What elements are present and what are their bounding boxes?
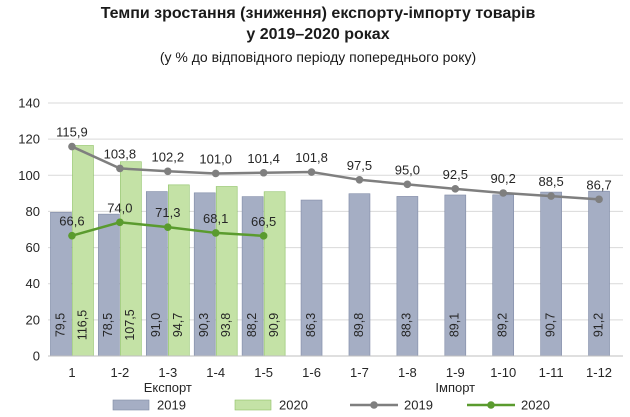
- line-2020-label: 66,6: [59, 214, 84, 229]
- line-2019-label: 103,8: [104, 146, 137, 161]
- line-2019-point: [211, 169, 220, 178]
- line-2019-label: 101,8: [295, 150, 328, 165]
- plot-area: 0 20 40 60 80 100 120 140 79,5 116,5 78,5 107,5 91,0…: [18, 96, 623, 395]
- bar-2019-label: 91,2: [591, 313, 605, 337]
- x-group-label: Експорт: [144, 380, 192, 395]
- x-tick-label: 1-3: [158, 365, 177, 380]
- line-2019-label: 101,0: [199, 151, 232, 166]
- bar-2019-label: 89,1: [448, 313, 462, 337]
- legend-swatch-bar: [112, 399, 150, 411]
- legend-item: 2019: [112, 398, 186, 413]
- line-2019-point: [355, 176, 364, 184]
- x-tick-label: 1-12: [586, 365, 612, 380]
- line-2019-label: 101,4: [247, 151, 280, 166]
- bar-2019-label: 90,7: [543, 313, 557, 337]
- bar-2019-label: 89,8: [352, 313, 366, 337]
- line-2019-point: [163, 167, 172, 176]
- x-group-label: Імпорт: [435, 380, 475, 395]
- line-2019-label: 90,2: [491, 171, 516, 186]
- y-tick-label: 100: [18, 168, 40, 183]
- line-2019-point: [595, 195, 603, 204]
- line-2019-point: [116, 164, 124, 173]
- chart-subtitle: (у % до відповідного періоду попередньог…: [160, 49, 476, 65]
- bar-2019-label: 78,5: [101, 313, 115, 337]
- x-tick-label: 1-8: [398, 365, 417, 380]
- legend-label: 2019: [157, 398, 186, 413]
- y-tick-label: 40: [26, 276, 40, 291]
- chart-title-line2: у 2019–2020 роках: [246, 26, 389, 43]
- y-tick-label: 140: [18, 96, 40, 111]
- line-2019-point: [547, 192, 555, 200]
- x-tick-label: 1-9: [446, 365, 465, 380]
- line-2020-point: [68, 231, 76, 240]
- bar-2019-label: 79,5: [53, 313, 67, 337]
- x-tick-label: 1-2: [110, 365, 129, 380]
- line-2020-label: 74,0: [107, 200, 132, 215]
- bar-2019-label: 86,3: [304, 313, 318, 337]
- line-2019-label: 95,0: [395, 162, 420, 177]
- line-2019-label: 88,5: [538, 174, 563, 189]
- line-2019-point: [68, 142, 76, 151]
- bar-2020-label: 90,9: [267, 313, 281, 337]
- line-2020-point: [259, 232, 268, 240]
- x-tick-label: 1-11: [539, 365, 564, 380]
- line-2019-line: [71, 145, 600, 201]
- legend-item: 2019: [350, 398, 433, 413]
- x-tick-label: 1-10: [490, 365, 516, 380]
- line-2019-point: [499, 189, 508, 197]
- line-2019-point: [451, 185, 460, 193]
- chart-title: Темпи зростання (зниження) експорту-імпо…: [101, 5, 536, 22]
- line-2020-label: 68,1: [203, 211, 228, 226]
- line-2020-point: [211, 229, 220, 237]
- line-2020-point: [116, 218, 124, 227]
- bar-2020-label: 107,5: [123, 309, 137, 340]
- x-tick-label: 1-4: [206, 365, 225, 380]
- line-2020-point: [163, 223, 172, 231]
- x-tick-label: 1-7: [350, 365, 369, 380]
- y-tick-label: 60: [26, 240, 40, 255]
- bar-2019-label: 88,2: [245, 313, 259, 337]
- bar-2019-label: 89,2: [496, 313, 510, 337]
- bar-2020-label: 93,8: [219, 313, 233, 337]
- bar-2019-label: 90,3: [197, 313, 211, 337]
- x-tick-label: 1-5: [254, 365, 273, 380]
- y-tick-label: 0: [33, 349, 40, 364]
- legend-swatch-point: [487, 401, 495, 409]
- line-2019-label: 92,5: [443, 167, 468, 182]
- line-2020-label: 71,3: [155, 205, 180, 220]
- bar-2019-label: 91,0: [149, 313, 163, 337]
- line-2019-label: 97,5: [347, 158, 372, 173]
- line-2019-label: 102,2: [152, 149, 185, 164]
- legend-item: 2020: [234, 398, 308, 413]
- legend-label: 2020: [521, 398, 550, 413]
- x-tick-label: 1: [68, 365, 75, 380]
- line-2020-label: 66,5: [251, 214, 276, 229]
- x-tick-label: 1-6: [302, 365, 321, 380]
- line-2019-point: [403, 180, 412, 189]
- bar-2020-label: 116,5: [75, 310, 89, 340]
- line-2019-label: 86,7: [586, 177, 611, 192]
- line-2019-label: 115,9: [56, 125, 88, 140]
- line-2019-point: [307, 168, 316, 176]
- line-2019-point: [259, 168, 268, 177]
- legend: 2019 2020 2019 2020: [112, 398, 550, 413]
- y-tick-label: 80: [26, 204, 40, 219]
- bar-2020-label: 94,7: [171, 313, 185, 337]
- legend-label: 2019: [404, 398, 433, 413]
- legend-swatch-point: [370, 401, 378, 409]
- legend-swatch-bar: [234, 399, 272, 411]
- y-tick-label: 120: [18, 132, 40, 147]
- legend-item: 2020: [467, 398, 550, 413]
- y-tick-label: 20: [26, 312, 40, 327]
- legend-label: 2020: [279, 398, 308, 413]
- bar-2019-label: 88,3: [400, 313, 414, 337]
